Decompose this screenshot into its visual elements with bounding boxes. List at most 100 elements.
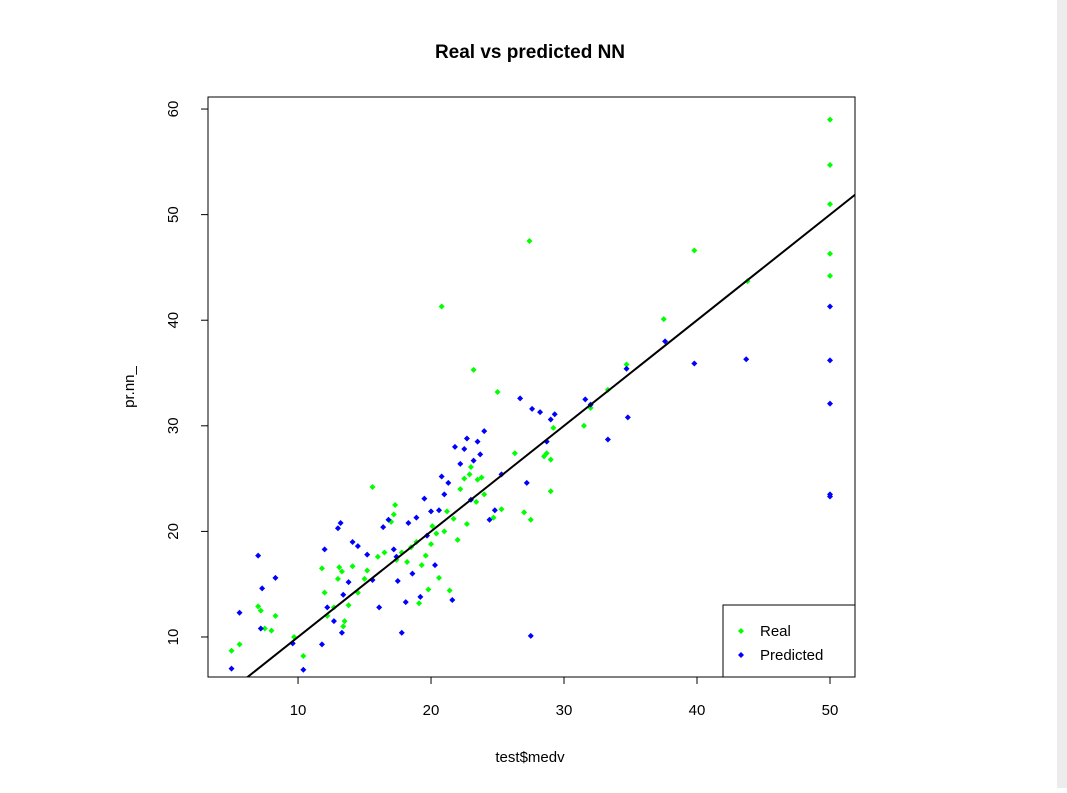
point <box>318 565 325 572</box>
point <box>498 506 505 513</box>
point <box>826 303 833 310</box>
point <box>470 457 477 464</box>
point <box>334 525 341 532</box>
point <box>361 575 368 582</box>
point <box>445 479 452 486</box>
point <box>441 491 448 498</box>
x-tick-label: 40 <box>689 702 706 719</box>
point <box>463 521 470 528</box>
point <box>337 519 344 526</box>
point <box>662 338 669 345</box>
point <box>417 593 424 600</box>
point <box>421 495 428 502</box>
point <box>466 471 473 478</box>
point <box>826 250 833 257</box>
plot-box <box>207 96 856 678</box>
point <box>334 575 341 582</box>
point <box>236 641 243 648</box>
y-axis-label: pr.nn_ <box>121 365 138 407</box>
point <box>478 474 485 481</box>
point <box>446 587 453 594</box>
point <box>255 552 262 559</box>
point <box>272 574 279 581</box>
y-tick-label: 50 <box>165 206 182 223</box>
point <box>580 422 587 429</box>
point <box>364 567 371 574</box>
legend-label: Predicted <box>760 647 823 664</box>
point <box>390 546 397 553</box>
point <box>392 501 399 508</box>
point <box>474 476 481 483</box>
x-tick-label: 20 <box>423 702 440 719</box>
point <box>409 570 416 577</box>
point <box>826 161 833 168</box>
point <box>228 665 235 672</box>
point <box>582 396 589 403</box>
point <box>491 507 498 514</box>
point <box>433 530 440 537</box>
point <box>457 460 464 467</box>
point <box>380 524 387 531</box>
point <box>330 618 337 625</box>
point <box>826 357 833 364</box>
point <box>438 473 445 480</box>
point <box>529 405 536 412</box>
point <box>443 508 450 515</box>
point <box>390 511 397 518</box>
point <box>467 463 474 470</box>
y-tick-label: 60 <box>165 101 182 118</box>
point <box>826 272 833 279</box>
point <box>523 479 530 486</box>
point <box>413 514 420 521</box>
x-tick-label: 50 <box>822 702 839 719</box>
point <box>340 623 347 630</box>
point <box>517 395 524 402</box>
point <box>436 507 443 514</box>
point <box>369 484 376 491</box>
point <box>450 515 457 522</box>
point <box>623 361 630 368</box>
point <box>376 604 383 611</box>
point <box>432 562 439 569</box>
point <box>257 607 264 614</box>
legend-label: Real <box>760 623 791 640</box>
point <box>474 438 481 445</box>
y-tick-label: 20 <box>165 523 182 540</box>
point <box>345 602 352 609</box>
y-tick-label: 10 <box>165 629 182 646</box>
point <box>404 559 411 566</box>
point <box>364 551 371 558</box>
point <box>418 562 425 569</box>
point <box>300 652 307 659</box>
legend-marker <box>738 628 744 634</box>
point <box>494 389 501 396</box>
point <box>354 543 361 550</box>
point <box>511 450 518 457</box>
point <box>428 508 435 515</box>
point <box>398 629 405 636</box>
point <box>477 451 484 458</box>
point <box>340 591 347 598</box>
point <box>257 625 264 632</box>
point <box>349 563 356 570</box>
point <box>300 666 307 673</box>
x-tick-label: 10 <box>290 702 307 719</box>
point <box>547 416 554 423</box>
point <box>385 516 392 523</box>
point <box>547 488 554 495</box>
reference-line <box>246 193 855 677</box>
chart-title: Real vs predicted NN <box>435 42 625 63</box>
point <box>321 589 328 596</box>
point <box>255 603 262 610</box>
point <box>481 491 488 498</box>
point <box>623 365 630 372</box>
point <box>537 409 544 416</box>
point <box>272 612 279 619</box>
point <box>341 618 348 625</box>
point <box>422 552 429 559</box>
point <box>429 523 436 530</box>
point <box>228 647 235 654</box>
point <box>321 546 328 553</box>
plot-area <box>228 116 855 677</box>
